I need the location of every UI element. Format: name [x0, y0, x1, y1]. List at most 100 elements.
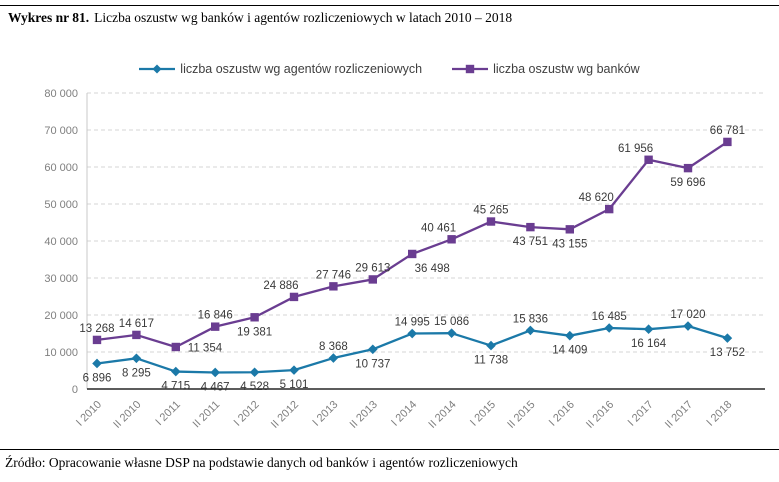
data-point-marker — [171, 366, 181, 377]
data-point-marker — [132, 330, 141, 340]
data-label: 11 738 — [474, 355, 508, 367]
diamond-marker-icon — [139, 64, 176, 74]
data-label: 66 781 — [710, 125, 745, 137]
y-axis-label: 40 000 — [44, 236, 78, 248]
x-axis-label: II 2016 — [584, 399, 616, 431]
data-label: 48 620 — [579, 192, 614, 204]
chart-title: Wykres nr 81. Liczba oszustw wg banków i … — [8, 10, 512, 26]
data-point-marker — [131, 353, 142, 364]
chart-title-text: Liczba oszustw wg banków i agentów rozli… — [94, 10, 513, 25]
data-point-marker — [447, 235, 456, 244]
legend-label: liczba oszustw wg agentów rozliczeniowyc… — [180, 62, 423, 76]
data-point-marker — [526, 222, 535, 232]
x-axis-label: II 2017 — [663, 399, 695, 431]
y-axis-label: 80 000 — [44, 88, 78, 100]
data-label: 14 617 — [119, 318, 154, 330]
legend-item-banks: liczba oszustw wg banków — [452, 62, 640, 76]
data-label: 27 746 — [316, 269, 351, 281]
data-label: 11 354 — [188, 342, 223, 354]
data-point-marker — [604, 323, 614, 333]
data-point-marker — [683, 321, 693, 331]
data-label: 45 265 — [473, 205, 508, 217]
x-axis-label: II 2013 — [348, 399, 380, 431]
source-note: Źródło: Opracowanie własne DSP na podsta… — [5, 455, 518, 470]
y-axis-label: 60 000 — [44, 162, 78, 174]
data-label: 15 086 — [434, 316, 469, 328]
data-point-marker — [328, 353, 339, 363]
x-axis-label: I 2015 — [468, 399, 498, 429]
y-axis-label: 50 000 — [44, 199, 78, 211]
data-point-marker — [250, 313, 259, 322]
data-point-marker — [408, 249, 417, 259]
y-axis-label: 10 000 — [44, 347, 78, 359]
data-point-marker — [644, 155, 653, 164]
data-point-marker — [565, 330, 575, 341]
data-label: 4 467 — [201, 381, 230, 393]
data-label: 6 896 — [83, 372, 112, 384]
data-label: 61 956 — [618, 143, 653, 155]
data-label: 14 409 — [552, 345, 587, 357]
data-point-marker — [210, 367, 220, 378]
data-point-marker — [722, 333, 733, 343]
plot-area: 0 10 000 20 000 30 000 40 000 50 000 60 000 70 … — [44, 88, 765, 431]
data-label: 5 101 — [280, 379, 309, 391]
data-label: 36 498 — [415, 263, 450, 275]
data-label: 8 295 — [122, 367, 151, 379]
data-point-marker — [605, 204, 614, 214]
x-axis-label: I 2014 — [389, 399, 419, 429]
x-axis-label: I 2017 — [626, 399, 656, 429]
data-point-marker — [486, 340, 496, 351]
legend-item-agents: liczba oszustw wg agentów rozliczeniowyc… — [139, 62, 422, 76]
data-label: 16 846 — [198, 310, 233, 322]
data-point-marker — [683, 163, 693, 173]
data-point-marker — [171, 342, 180, 352]
data-point-marker — [92, 335, 102, 345]
x-axis-label: II 2015 — [505, 399, 537, 431]
x-axis-label: I 2011 — [153, 399, 183, 429]
data-label: 4 528 — [240, 381, 269, 393]
data-label: 13 268 — [79, 323, 114, 335]
square-marker-icon — [452, 64, 489, 74]
data-label: 8 368 — [319, 341, 348, 353]
data-point-marker — [368, 344, 378, 355]
x-axis-label: II 2010 — [111, 399, 143, 431]
y-axis-label: 20 000 — [44, 310, 78, 322]
data-label: 19 381 — [237, 326, 272, 338]
data-label: 10 737 — [355, 358, 390, 370]
data-label: 4 715 — [161, 381, 190, 393]
y-axis-label: 70 000 — [44, 125, 78, 137]
data-label: 13 752 — [710, 347, 745, 359]
data-label: 24 886 — [263, 280, 298, 292]
x-axis-label: I 2013 — [310, 399, 340, 429]
data-point-marker — [289, 292, 299, 302]
data-point-marker — [329, 282, 338, 291]
data-point-marker — [289, 365, 299, 375]
data-point-marker — [211, 322, 220, 331]
x-axis-label: I 2012 — [232, 399, 262, 429]
y-axis-label: 30 000 — [44, 273, 78, 285]
data-label: 16 164 — [631, 338, 667, 350]
data-label: 29 613 — [355, 262, 390, 274]
data-point-marker — [446, 328, 457, 338]
data-point-marker — [486, 217, 496, 226]
x-axis-label: II 2014 — [426, 399, 458, 431]
data-label: 40 461 — [421, 222, 456, 234]
x-axis-label: II 2012 — [269, 399, 301, 431]
top-divider — [0, 5, 779, 6]
x-axis-label: I 2018 — [704, 399, 734, 429]
data-point-marker — [92, 358, 102, 369]
data-point-marker — [643, 324, 654, 334]
data-point-marker — [723, 137, 732, 147]
data-label: 43 751 — [513, 236, 548, 248]
data-label: 16 485 — [592, 311, 627, 323]
data-point-marker — [249, 367, 260, 378]
data-label: 14 995 — [395, 317, 430, 329]
chart-title-prefix: Wykres nr 81. — [8, 10, 90, 25]
data-label: 15 836 — [513, 313, 548, 325]
y-axis-label: 0 — [72, 384, 78, 396]
data-point-marker — [407, 328, 417, 339]
data-label: 59 696 — [670, 177, 705, 189]
data-point-marker — [368, 275, 377, 284]
bottom-divider — [0, 449, 779, 450]
